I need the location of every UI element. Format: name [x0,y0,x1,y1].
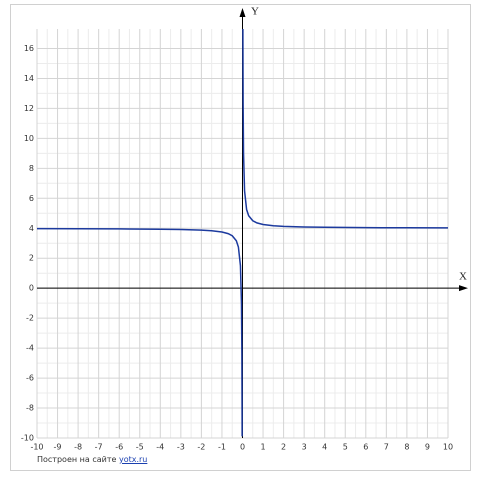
curve-line [37,227,243,437]
x-tick-label: -3 [177,443,185,452]
y-tick-label: 4 [29,224,34,233]
axes: -10 -9 -8 -7 -6 -5 -4 -3 -2 -1 0 1 2 3 4 5 6 7 8 9 10-10-8-6… [21,8,468,452]
x-tick-label: 7 [384,443,389,452]
x-tick-label: -9 [54,443,62,452]
footer-link[interactable]: yotx.ru [118,455,148,464]
y-tick-label: 12 [24,104,34,113]
x-tick-label: 9 [425,443,430,452]
y-tick-label: -4 [26,344,34,353]
x-tick-label: 6 [363,443,368,452]
x-tick-label: 2 [281,443,286,452]
x-tick-label: 0 [240,443,245,452]
frame [10,4,471,471]
y-tick-label: 14 [24,74,34,83]
x-tick-label: -2 [197,443,205,452]
x-tick-label: 10 [443,443,453,452]
y-tick-label: -2 [26,314,34,323]
x-tick-label: 5 [343,443,348,452]
y-axis-arrow [239,8,246,17]
y-tick-label: 16 [24,44,34,53]
x-tick-label: -1 [218,443,226,452]
curve-line [242,29,448,229]
x-tick-label: 3 [302,443,307,452]
x-tick-label: -4 [156,443,164,452]
x-tick-label: 1 [261,443,266,452]
x-tick-label: 8 [404,443,409,452]
x-tick-label: -7 [95,443,103,452]
x-axis-arrow [459,285,468,292]
grid [36,29,449,439]
y-tick-label: -6 [26,374,34,383]
y-tick-label: 6 [29,194,34,203]
y-tick-label: -10 [21,434,34,443]
x-tick-label: -6 [115,443,123,452]
y-tick-label: 8 [29,164,34,173]
x-tick-label: -8 [74,443,82,452]
y-axis-label: Y [251,6,259,18]
y-tick-label: 2 [29,254,34,263]
footer: Построен на сайте yotx.ru [37,455,147,464]
y-tick-label: 10 [24,134,34,143]
x-tick-label: -5 [136,443,144,452]
x-tick-label: -10 [30,443,43,452]
x-axis-label: X [459,271,467,283]
footer-text: Построен на сайте [37,455,117,464]
curve [37,29,448,437]
y-tick-label: -8 [26,404,34,413]
x-tick-label: 4 [322,443,327,452]
y-tick-label: 0 [29,284,34,293]
